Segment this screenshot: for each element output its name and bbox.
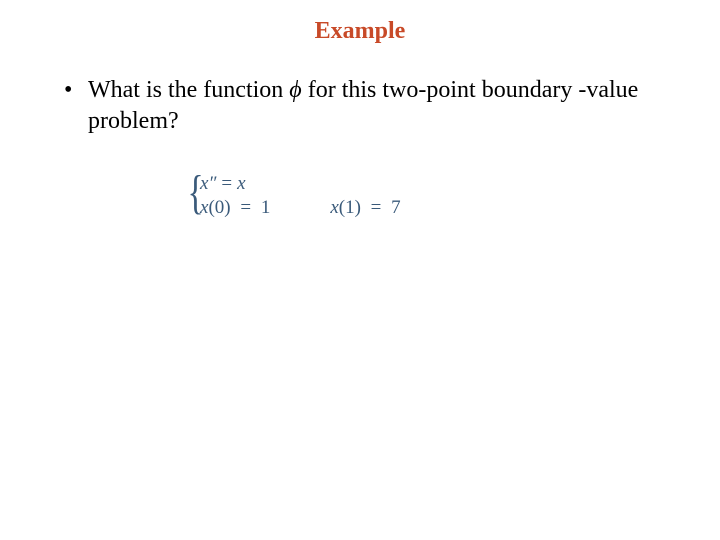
slide-body: What is the function ϕ for this two-poin…: [0, 45, 720, 219]
bullet-list: What is the function ϕ for this two-poin…: [60, 75, 670, 137]
eq2-c1-equals: =: [240, 197, 251, 218]
eq2-cond2: x(1) = 7: [330, 197, 400, 219]
eq1-equals: =: [221, 173, 232, 195]
eq2-c2-val: 7: [391, 197, 401, 218]
slide-title: Example: [0, 18, 720, 45]
equation-row-2: x(0) = 1 x(1) = 7: [200, 197, 670, 219]
eq2-c1-close: ): [224, 197, 230, 218]
slide: Example What is the function ϕ for this …: [0, 0, 720, 540]
eq1-primes: ″: [208, 173, 216, 195]
phi-symbol: ϕ: [289, 77, 301, 103]
eq2-cond1: x(0) = 1: [200, 197, 270, 219]
eq2-c2-arg: 1: [345, 197, 355, 218]
eq2-c2-var: x: [330, 197, 338, 218]
equation-row-1: x″ = x: [200, 173, 670, 195]
bullet-text-prefix: What is the function: [88, 77, 289, 103]
eq2-c1-arg: 0: [215, 197, 225, 218]
equation-block: { x″ = x x(0) = 1 x(1) = 7: [200, 173, 670, 219]
eq2-c1-val: 1: [261, 197, 271, 218]
eq2-c2-equals: =: [371, 197, 382, 218]
equation-rows: x ″ = x x(0) = 1 x(1) = 7: [200, 173, 670, 219]
bullet-item: What is the function ϕ for this two-poin…: [60, 75, 670, 137]
eq2-c2-close: ): [355, 197, 361, 218]
left-brace: {: [187, 169, 203, 217]
eq1-rhs: x: [237, 173, 245, 195]
